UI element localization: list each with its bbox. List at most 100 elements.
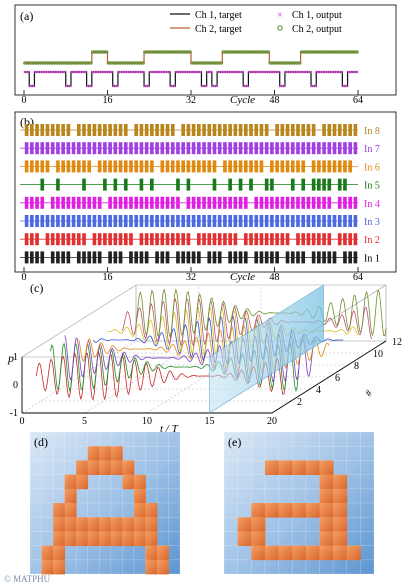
row-pulse (275, 160, 279, 173)
row-pulse (103, 124, 107, 136)
ch2-output-marker (287, 61, 291, 65)
row-pulse (327, 124, 332, 136)
ch2-output-marker (24, 61, 29, 65)
panel-c-ylabel: p (7, 351, 14, 365)
row-pulse (123, 215, 128, 227)
row-pulse (343, 251, 347, 264)
row-pulse (212, 142, 217, 155)
row-pulse (97, 196, 102, 209)
row-pulse (317, 178, 321, 191)
row-pulse (160, 196, 165, 209)
panel-b-frame (14, 111, 397, 273)
row-pulse (186, 215, 191, 227)
row-pulse (144, 142, 149, 155)
ch2-output-marker (195, 61, 199, 65)
pixel-cell (292, 460, 307, 475)
legend-ch2-output: Ch 2, output (292, 24, 342, 35)
row-pulse (97, 251, 102, 264)
row-pulse (134, 251, 139, 264)
ch2-output-marker (23, 61, 27, 65)
row-pulse (296, 251, 300, 264)
ch2-output-marker (104, 50, 109, 54)
row-pulse (186, 142, 191, 155)
row-pulse (353, 142, 358, 155)
row-pulse (176, 233, 180, 246)
row-pulse (61, 196, 65, 209)
pixel-cell (156, 559, 169, 575)
row-pulse (176, 160, 180, 173)
ch2-output-marker (71, 61, 76, 65)
row-pulse (223, 233, 227, 246)
ch2-output-marker (238, 50, 243, 54)
ch2-output-marker (54, 61, 58, 65)
panel-c-label: (c) (30, 281, 43, 295)
row-pulse (270, 251, 274, 264)
ch2-output-marker (228, 50, 232, 54)
row-pulse (197, 142, 201, 155)
ch2-output-marker (352, 50, 356, 54)
ch2-output-marker (343, 50, 347, 54)
x-tick-label: 0 (22, 95, 27, 106)
ch2-output-marker (171, 50, 175, 54)
row-pulse (337, 215, 342, 227)
row-pulse (82, 215, 86, 227)
row-pulse (103, 142, 107, 155)
ch2-output-marker (318, 50, 323, 54)
row-pulse (212, 215, 217, 227)
ch2-output-marker (247, 50, 251, 54)
pixel-cell (264, 545, 279, 561)
row-pulse (76, 160, 81, 173)
row-pulse (66, 233, 71, 246)
ch2-output-marker (207, 61, 211, 65)
pixel-cell (64, 531, 77, 546)
row-pulse (228, 215, 232, 227)
row-pulse (144, 233, 149, 246)
ch2-output-marker (106, 61, 111, 65)
ch2-output-marker (212, 61, 217, 65)
row-pulse (176, 142, 180, 155)
pixel-cell (99, 446, 112, 461)
row-pulse (217, 124, 222, 136)
ch2-output-marker (89, 61, 93, 65)
ch1-output-marker (146, 84, 150, 88)
row-pulse (87, 160, 92, 173)
row-pulse (30, 196, 34, 209)
row-pulse (311, 124, 316, 136)
row-pulse (322, 178, 326, 191)
row-pulse (35, 215, 39, 227)
row-pulse (155, 251, 159, 264)
row-pulse (24, 251, 29, 264)
row-pulse (202, 142, 206, 155)
row-pulse (113, 215, 118, 227)
row-pulse (217, 142, 222, 155)
row-pulse (212, 178, 217, 191)
ch2-output-marker (85, 61, 90, 65)
row-pulse (92, 233, 97, 246)
row-pulse (66, 142, 71, 155)
row-pulse (66, 160, 71, 173)
row-pulse (202, 124, 206, 136)
row-pulse (238, 160, 243, 173)
row-pulse (233, 124, 238, 136)
panel-e: (e) (223, 431, 375, 575)
row-pulse (348, 142, 352, 155)
ch2-output-marker (273, 61, 278, 65)
row-pulse (103, 160, 107, 173)
pixel-cell (133, 474, 146, 490)
ch2-output-marker (298, 61, 302, 65)
row-pulse (202, 160, 206, 173)
row-pulse (181, 124, 185, 136)
ch2-output-marker (336, 50, 340, 54)
row-pulse (327, 160, 332, 173)
row-pulse (285, 215, 290, 227)
row-pulse (108, 251, 112, 264)
pixel-cell (41, 545, 54, 561)
row-pulse (155, 124, 159, 136)
row-pulse (123, 160, 128, 173)
ch1-output-marker (141, 70, 145, 74)
ch2-output-marker (118, 61, 123, 65)
row-pulse (259, 124, 264, 136)
ch2-output-marker (78, 61, 83, 65)
row-pulse (317, 196, 321, 209)
row-pulse (76, 251, 81, 264)
